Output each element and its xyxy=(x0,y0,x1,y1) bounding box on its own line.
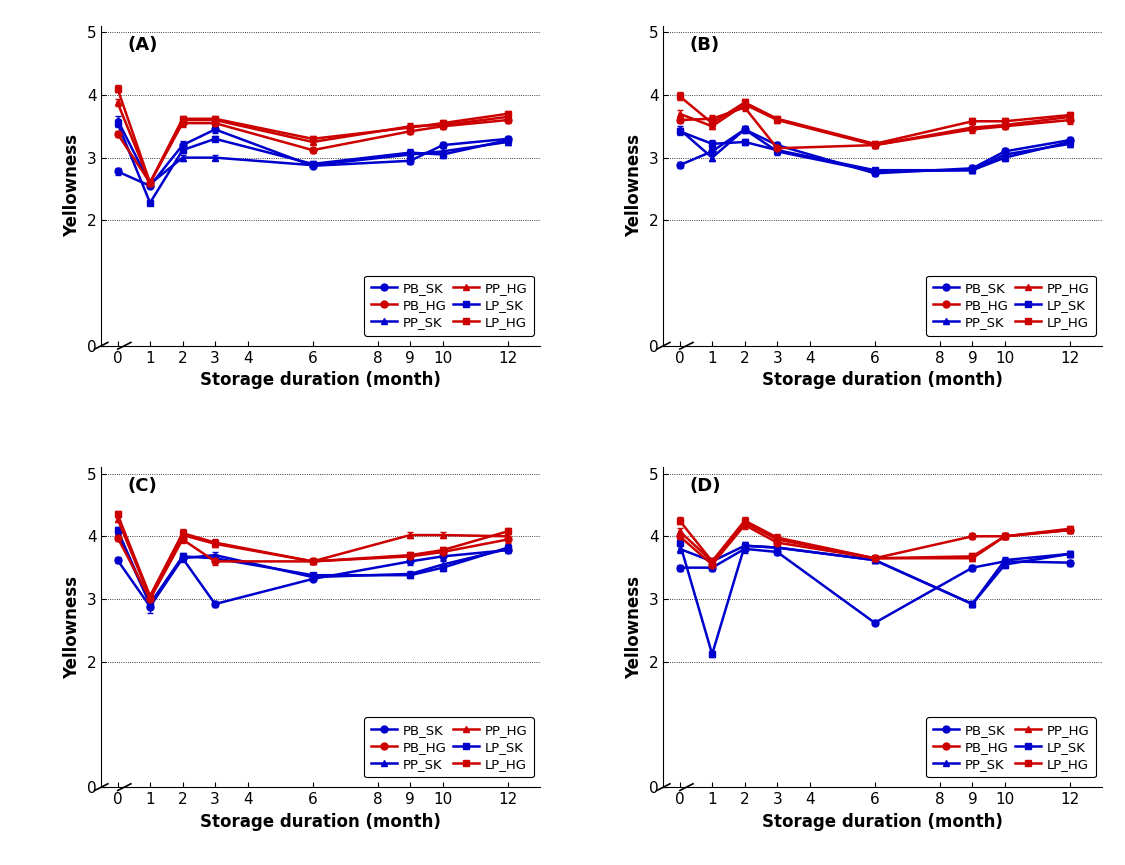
Legend: PB_SK, PB_HG, PP_SK, PP_HG, LP_SK, LP_HG: PB_SK, PB_HG, PP_SK, PP_HG, LP_SK, LP_HG xyxy=(926,276,1096,336)
Legend: PB_SK, PB_HG, PP_SK, PP_HG, LP_SK, LP_HG: PB_SK, PB_HG, PP_SK, PP_HG, LP_SK, LP_HG xyxy=(926,717,1096,778)
Y-axis label: Yellowness: Yellowness xyxy=(63,576,81,679)
X-axis label: Storage duration (month): Storage duration (month) xyxy=(200,812,441,830)
Text: (A): (A) xyxy=(127,35,158,54)
Text: (B): (B) xyxy=(690,35,720,54)
Legend: PB_SK, PB_HG, PP_SK, PP_HG, LP_SK, LP_HG: PB_SK, PB_HG, PP_SK, PP_HG, LP_SK, LP_HG xyxy=(364,717,533,778)
X-axis label: Storage duration (month): Storage duration (month) xyxy=(763,812,1004,830)
Y-axis label: Yellowness: Yellowness xyxy=(626,134,643,237)
X-axis label: Storage duration (month): Storage duration (month) xyxy=(200,371,441,389)
Legend: PB_SK, PB_HG, PP_SK, PP_HG, LP_SK, LP_HG: PB_SK, PB_HG, PP_SK, PP_HG, LP_SK, LP_HG xyxy=(364,276,533,336)
Y-axis label: Yellowness: Yellowness xyxy=(63,134,81,237)
X-axis label: Storage duration (month): Storage duration (month) xyxy=(763,371,1004,389)
Y-axis label: Yellowness: Yellowness xyxy=(626,576,643,679)
Text: (D): (D) xyxy=(690,477,721,495)
Text: (C): (C) xyxy=(127,477,158,495)
